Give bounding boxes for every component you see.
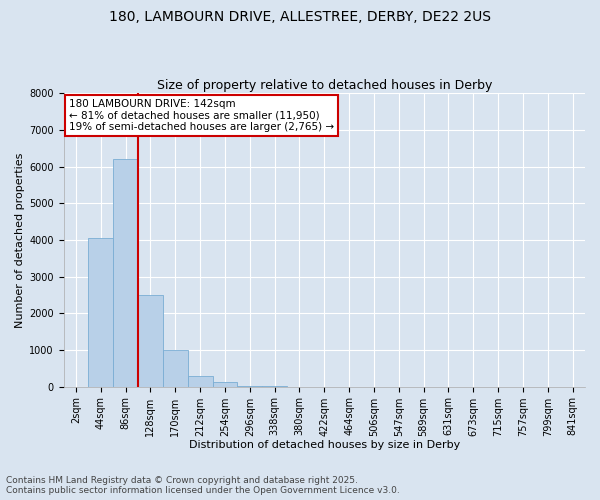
Bar	[212, 382, 238, 386]
Bar	[138, 295, 163, 386]
Bar	[188, 376, 212, 386]
Bar	[113, 159, 138, 386]
Bar	[163, 350, 188, 387]
Bar	[88, 238, 113, 386]
Y-axis label: Number of detached properties: Number of detached properties	[15, 152, 25, 328]
Title: Size of property relative to detached houses in Derby: Size of property relative to detached ho…	[157, 79, 492, 92]
Text: 180 LAMBOURN DRIVE: 142sqm
← 81% of detached houses are smaller (11,950)
19% of : 180 LAMBOURN DRIVE: 142sqm ← 81% of deta…	[69, 99, 334, 132]
X-axis label: Distribution of detached houses by size in Derby: Distribution of detached houses by size …	[188, 440, 460, 450]
Text: 180, LAMBOURN DRIVE, ALLESTREE, DERBY, DE22 2US: 180, LAMBOURN DRIVE, ALLESTREE, DERBY, D…	[109, 10, 491, 24]
Text: Contains HM Land Registry data © Crown copyright and database right 2025.
Contai: Contains HM Land Registry data © Crown c…	[6, 476, 400, 495]
